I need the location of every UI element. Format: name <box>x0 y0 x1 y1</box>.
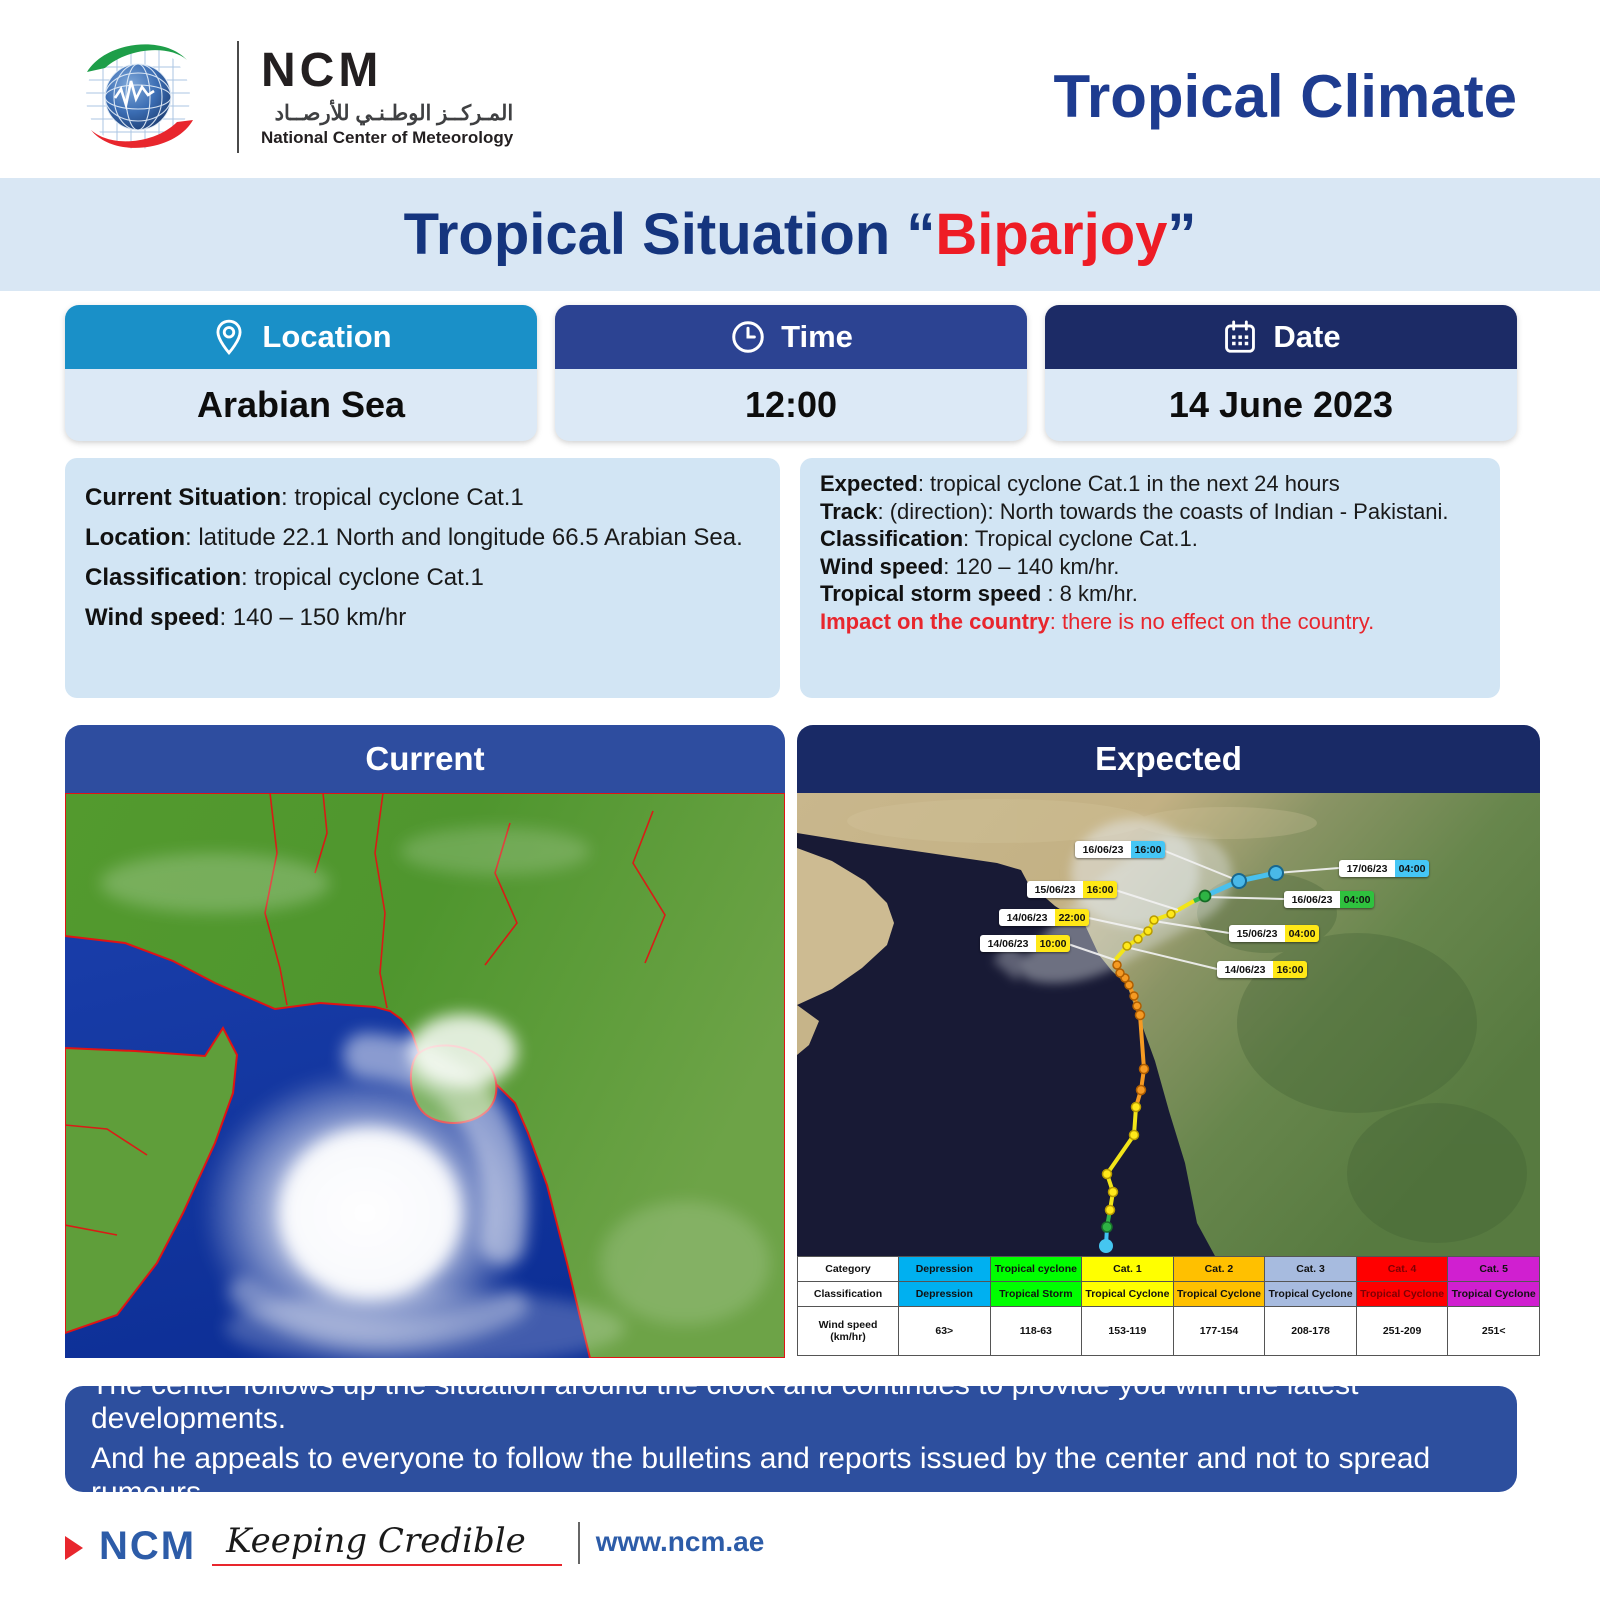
date-card-label: Date <box>1273 319 1341 354</box>
info-line: Wind speed: 120 – 140 km/hr. <box>820 553 1120 579</box>
legend-cell: Tropical Cyclone <box>1264 1281 1357 1308</box>
info-line: Classification: tropical cyclone Cat.1 <box>85 564 484 591</box>
ncm-logo: NCM المـركــز الوطـنـي للأرصــاد Nationa… <box>65 32 513 162</box>
location-card-header: Location <box>65 305 537 369</box>
expected-panel-header: Expected <box>797 725 1540 793</box>
quote-open-glyph: “ <box>906 202 936 267</box>
logo-english-label: National Center of Meteorology <box>261 127 514 147</box>
track-label-1: 16/06/23 16:00 <box>1075 841 1165 858</box>
legend-cell: Depression <box>898 1281 991 1308</box>
info-line: Wind speed: 140 – 150 km/hr <box>85 604 407 631</box>
legend-cell: 153-119 <box>1081 1306 1174 1356</box>
storm-name: Biparjoy <box>935 202 1168 267</box>
summary-cards: Location Arabian Sea Time 12:00 <box>65 305 1517 441</box>
legend-cell: 63> <box>898 1306 991 1356</box>
legend-cell: Cat. 1 <box>1081 1255 1174 1283</box>
legend-row-classification: Classification Depression Tropical Storm… <box>797 1281 1540 1308</box>
legend-cell: Cat. 5 <box>1447 1255 1540 1283</box>
footer-brand: NCM Keeping Credible www.ncm.ae <box>65 1518 764 1566</box>
legend-cell: Cat. 3 <box>1264 1255 1357 1283</box>
logo-divider <box>237 40 239 153</box>
location-card-label: Location <box>262 319 392 354</box>
legend-cell: Classification <box>797 1281 899 1308</box>
time-card-value: 12:00 <box>555 369 1027 441</box>
logo-text: NCM المـركــز الوطـنـي للأرصــاد Nationa… <box>261 44 514 147</box>
clock-icon <box>732 321 764 353</box>
expected-track-map <box>797 793 1540 1256</box>
advisory-message-box: The center follows up the situation arou… <box>65 1368 1517 1509</box>
footer-website-link[interactable]: www.ncm.ae <box>595 1526 765 1557</box>
location-card-value: Arabian Sea <box>65 369 537 441</box>
legend-cell: Tropical cyclone <box>989 1255 1083 1283</box>
quote-close-glyph: ” <box>1167 202 1197 267</box>
date-card-value: 14 June 2023 <box>1045 369 1517 441</box>
legend-row-windspeed: Wind speed (km/hr) 63> 118-63 153-119 17… <box>797 1306 1540 1356</box>
advisory-line-2: And he appeals to everyone to follow the… <box>91 1442 1431 1509</box>
top-bar: NCM المـركــز الوطـنـي للأرصــاد Nationa… <box>65 24 1517 169</box>
info-line: Location: latitude 22.1 North and longit… <box>85 524 743 551</box>
expected-panel: Expected <box>797 725 1540 1356</box>
date-card: Date 14 June 2023 <box>1045 305 1517 441</box>
logo-ncm-label: NCM <box>261 44 383 98</box>
track-label-8: 14/06/23 16:00 <box>1217 961 1307 978</box>
advisory-line-1: The center follows up the situation arou… <box>91 1368 1359 1435</box>
legend-cell: Category <box>797 1255 899 1283</box>
legend-cell: 251-209 <box>1355 1306 1449 1356</box>
legend-cell: Cat. 2 <box>1172 1255 1266 1283</box>
logo-arabic-label: المـركــز الوطـنـي للأرصــاد <box>274 101 514 125</box>
legend-cell: Tropical Cyclone <box>1355 1281 1449 1308</box>
red-arrow-icon <box>65 1536 83 1560</box>
calendar-icon <box>1225 320 1256 353</box>
legend-cell: 177-154 <box>1172 1306 1266 1356</box>
info-row: Current Situation: tropical cyclone Cat.… <box>65 458 1540 698</box>
info-line: Classification: Tropical cyclone Cat.1. <box>820 526 1198 551</box>
ncm-globe-icon <box>86 43 193 149</box>
info-line: Current Situation: tropical cyclone Cat.… <box>85 484 524 511</box>
title-band: Tropical Situation “ Biparjoy ” <box>0 178 1600 291</box>
legend-cell: Tropical Cyclone <box>1081 1281 1174 1308</box>
legend-cell: 208-178 <box>1264 1306 1357 1356</box>
legend-cell: Wind speed (km/hr) <box>797 1306 899 1356</box>
footer-tagline: Keeping Credible <box>212 1524 562 1566</box>
current-map-wrap <box>65 793 785 1358</box>
track-label-4: 16/06/23 04:00 <box>1284 891 1374 908</box>
category-legend-table: Category Depression Tropical cyclone Cat… <box>797 1255 1540 1356</box>
current-situation-box: Current Situation: tropical cyclone Cat.… <box>65 458 780 698</box>
time-card: Time 12:00 <box>555 305 1027 441</box>
time-card-header: Time <box>555 305 1027 369</box>
track-label-5: 14/06/23 22:00 <box>999 909 1089 926</box>
legend-cell: 118-63 <box>989 1306 1083 1356</box>
location-card: Location Arabian Sea <box>65 305 537 441</box>
location-pin-icon <box>216 319 242 355</box>
track-label-2: 17/06/23 04:00 <box>1339 860 1429 877</box>
current-satellite-map <box>65 793 785 1358</box>
expected-situation-box: Expected: tropical cyclone Cat.1 in the … <box>800 458 1500 698</box>
footer-divider <box>577 1522 580 1564</box>
legend-cell: Cat. 4 <box>1355 1255 1449 1283</box>
quote-open <box>890 201 906 268</box>
impact-line: Impact on the country: there is no effec… <box>820 608 1375 634</box>
bulletin-title: Tropical Situation <box>403 202 891 267</box>
legend-row-category: Category Depression Tropical cyclone Cat… <box>797 1255 1540 1283</box>
page-title: Tropical Climate <box>1053 63 1517 130</box>
legend-cell: Depression <box>898 1255 991 1283</box>
info-line: Tropical storm speed : 8 km/hr. <box>820 581 1138 606</box>
current-panel-header: Current <box>65 725 785 793</box>
track-label-6: 15/06/23 04:00 <box>1229 925 1319 942</box>
track-label-3: 15/06/23 16:00 <box>1027 881 1117 898</box>
date-card-header: Date <box>1045 305 1517 369</box>
legend-cell: Tropical Storm <box>989 1281 1083 1308</box>
legend-cell: Tropical Cyclone <box>1447 1281 1540 1308</box>
current-panel: Current <box>65 725 785 1358</box>
footer-ncm-label: NCM <box>99 1524 197 1568</box>
legend-cell: 251< <box>1447 1306 1540 1356</box>
info-line: Expected: tropical cyclone Cat.1 in the … <box>820 471 1340 496</box>
legend-cell: Tropical Cyclone <box>1172 1281 1266 1308</box>
track-label-7: 14/06/23 10:00 <box>980 935 1070 952</box>
time-card-label: Time <box>781 319 853 354</box>
expected-map-wrap: 16/06/23 16:00 17/06/23 04:00 15/06/23 1… <box>797 793 1540 1256</box>
info-line: Track: (direction): North towards the co… <box>820 498 1449 524</box>
